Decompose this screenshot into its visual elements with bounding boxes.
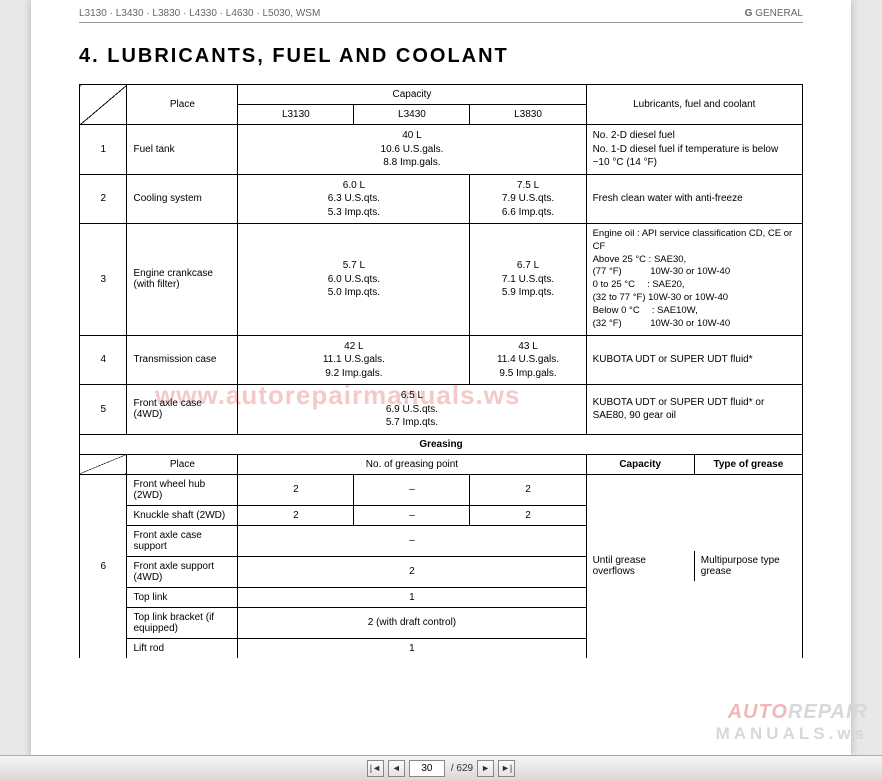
g-place: Top link: [127, 587, 238, 607]
g-col-points: No. of greasing point: [238, 454, 586, 474]
row-cap-left: 6.0 L 6.3 U.S.qts. 5.3 Imp.qts.: [238, 174, 470, 224]
model-col: L3430: [354, 105, 470, 125]
greasing-section-row: Greasing: [80, 434, 803, 454]
g-place: Lift rod: [127, 638, 238, 658]
row-lube: KUBOTA UDT or SUPER UDT fluid*: [586, 335, 802, 385]
g-capacity: Until grease overflows: [587, 551, 695, 581]
row-cap-right: 7.5 L 7.9 U.S.qts. 6.6 Imp.qts.: [470, 174, 586, 224]
g-pt: 1: [238, 587, 586, 607]
g-pt: 2 (with draft control): [238, 607, 586, 638]
g-col-captype: Capacity Type of grease: [586, 454, 802, 474]
g-type: Multipurpose type grease: [694, 551, 802, 581]
row-lube: No. 2-D diesel fuel No. 1-D diesel fuel …: [586, 125, 802, 175]
page-number-input[interactable]: [409, 760, 445, 777]
capacity-table: Place Capacity Lubricants, fuel and cool…: [79, 84, 803, 658]
row-cap-left: 5.7 L 6.0 U.S.qts. 5.0 Imp.qts.: [238, 224, 470, 336]
model-col: L3130: [238, 105, 354, 125]
row-cap-right: 6.7 L 7.1 U.S.qts. 5.9 Imp.qts.: [470, 224, 586, 336]
diagonal-cell: [80, 454, 127, 474]
g-pt: –: [354, 505, 470, 525]
col-lube: Lubricants, fuel and coolant: [586, 85, 802, 125]
row-num: 1: [80, 125, 127, 175]
document-page: L3130 · L3430 · L3830 · L4330 · L4630 · …: [31, 0, 851, 755]
table-row: 2 Cooling system 6.0 L 6.3 U.S.qts. 5.3 …: [80, 174, 803, 224]
page-total: / 629: [451, 763, 473, 774]
row-lube: Engine oil : API service classification …: [586, 224, 802, 336]
row-place: Cooling system: [127, 174, 238, 224]
g-pt: 2: [238, 556, 586, 587]
last-page-button[interactable]: ►|: [498, 760, 515, 777]
prev-page-button[interactable]: ◄: [388, 760, 405, 777]
row-cap: 40 L 10.6 U.S.gals. 8.8 Imp.gals.: [238, 125, 586, 175]
greasing-header-row: Place No. of greasing point Capacity Typ…: [80, 454, 803, 474]
row-place: Transmission case: [127, 335, 238, 385]
g-pt: 2: [470, 474, 586, 505]
g-pt: 1: [238, 638, 586, 658]
row-num: 4: [80, 335, 127, 385]
g-place: Front axle case support: [127, 525, 238, 556]
pdf-nav-bar: |◄ ◄ / 629 ► ►|: [0, 755, 882, 780]
row-lube: Fresh clean water with anti-freeze: [586, 174, 802, 224]
table-row: 3 Engine crankcase (with filter) 5.7 L 6…: [80, 224, 803, 336]
row-cap-left: 42 L 11.1 U.S.gals. 9.2 Imp.gals.: [238, 335, 470, 385]
first-page-button[interactable]: |◄: [367, 760, 384, 777]
g-place: Front wheel hub (2WD): [127, 474, 238, 505]
g-place: Knuckle shaft (2WD): [127, 505, 238, 525]
section-title: 4. LUBRICANTS, FUEL AND COOLANT: [79, 45, 803, 68]
row-place: Fuel tank: [127, 125, 238, 175]
g-col-place: Place: [127, 454, 238, 474]
g-pt: –: [238, 525, 586, 556]
g-pt: 2: [238, 505, 354, 525]
header-section: G GENERAL: [745, 8, 803, 19]
model-col: L3830: [470, 105, 586, 125]
col-place: Place: [127, 85, 238, 125]
col-capacity: Capacity: [238, 85, 586, 105]
row-place: Engine crankcase (with filter): [127, 224, 238, 336]
row-cap: 6.5 L 6.9 U.S.qts. 5.7 Imp.qts.: [238, 385, 586, 435]
row-place: Front axle case (4WD): [127, 385, 238, 435]
table-row: 1 Fuel tank 40 L 10.6 U.S.gals. 8.8 Imp.…: [80, 125, 803, 175]
g-place: Top link bracket (if equipped): [127, 607, 238, 638]
g-cap-type-cell: Until grease overflows Multipurpose type…: [586, 474, 802, 658]
row-num: 6: [80, 474, 127, 658]
document-header: L3130 · L3430 · L3830 · L4330 · L4630 · …: [79, 8, 803, 23]
header-models: L3130 · L3430 · L3830 · L4330 · L4630 · …: [79, 8, 320, 19]
row-lube: KUBOTA UDT or SUPER UDT fluid* or SAE80,…: [586, 385, 802, 435]
table-header-row: Place Capacity Lubricants, fuel and cool…: [80, 85, 803, 105]
row-num: 3: [80, 224, 127, 336]
row-num: 5: [80, 385, 127, 435]
greasing-label: Greasing: [80, 434, 803, 454]
g-pt: –: [354, 474, 470, 505]
diagonal-cell: [80, 85, 127, 125]
row-cap-right: 43 L 11.4 U.S.gals. 9.5 Imp.gals.: [470, 335, 586, 385]
table-row: 6 Front wheel hub (2WD) 2 – 2 Until grea…: [80, 474, 803, 505]
g-pt: 2: [238, 474, 354, 505]
row-num: 2: [80, 174, 127, 224]
table-row: 4 Transmission case 42 L 11.1 U.S.gals. …: [80, 335, 803, 385]
g-place: Front axle support (4WD): [127, 556, 238, 587]
g-pt: 2: [470, 505, 586, 525]
next-page-button[interactable]: ►: [477, 760, 494, 777]
table-row: 5 Front axle case (4WD) 6.5 L 6.9 U.S.qt…: [80, 385, 803, 435]
